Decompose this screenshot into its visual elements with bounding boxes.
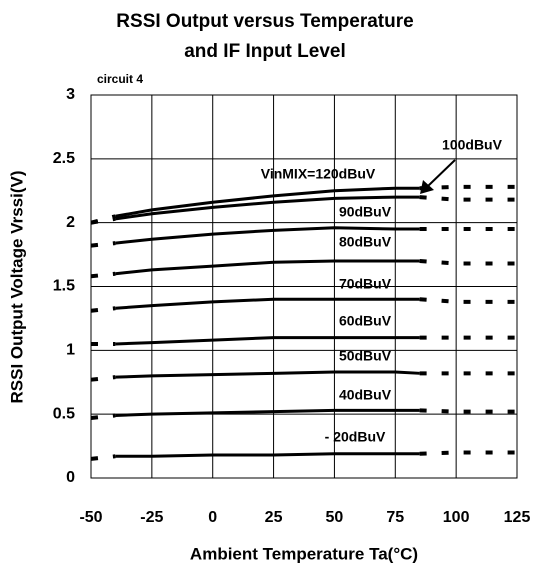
y-tick-label: 0 [66,469,75,486]
series-line [115,370,420,379]
series-label: 80dBuV [339,234,392,250]
y-axis-label: RSSI Output Voltage Vrssi(V) [7,171,26,404]
series-extrapolation [419,450,517,456]
x-tick-label: 75 [386,509,404,526]
series-extrapolation [419,258,517,266]
series-extrapolation [90,413,116,420]
series-extrapolation [90,241,116,248]
chart-title: and IF Input Level [184,41,346,62]
x-tick-label: 125 [504,509,531,526]
series-line [115,452,420,458]
x-tick-label: -50 [79,509,102,526]
series-extrapolation [90,306,116,313]
series-extrapolation [90,454,116,461]
series-line [115,186,420,218]
chart-title: RSSI Output versus Temperature [116,11,413,32]
x-tick-label: 100 [443,509,470,526]
series-line [115,226,420,245]
series-line [115,195,420,221]
series-label: 70dBuV [339,276,392,292]
series-label: 60dBuV [339,313,392,329]
x-tick-label: 50 [326,509,344,526]
series-label: - 20dBuV [325,429,386,445]
y-tick-label: 1.5 [53,278,75,295]
series-extrapolation [90,216,116,225]
series-label: 50dBuV [339,348,392,364]
y-tick-label: 1 [66,342,75,359]
y-tick-label: 2 [66,214,75,231]
series-extrapolation [419,297,517,304]
plot-frame [90,94,518,479]
series-extrapolation [90,271,116,279]
annotation-arrowhead [420,180,434,194]
series-label: 90dBuV [339,204,392,220]
annotation-arrow [427,159,456,187]
series-extrapolation [90,375,116,382]
x-tick-label: 25 [265,509,283,526]
x-tick-label: -25 [140,509,163,526]
series-line [115,297,420,310]
y-tick-label: 2.5 [53,150,75,167]
x-tick-label: 0 [208,509,217,526]
series-line [115,408,420,417]
chart-subtitle: circuit 4 [97,72,143,86]
series-extrapolation [419,195,517,202]
series-extrapolation [419,184,517,191]
series-line [115,336,420,346]
y-tick-label: 3 [66,86,75,103]
x-axis-label: Ambient Temperature Ta(°C) [190,544,418,563]
series-label: 40dBuV [339,387,392,403]
series-line [115,259,420,276]
y-tick-label: 0.5 [53,405,75,422]
series-extrapolation [419,408,517,414]
series-label: VinMIX=120dBuV [261,166,376,182]
series-label: 100dBuV [442,137,503,153]
